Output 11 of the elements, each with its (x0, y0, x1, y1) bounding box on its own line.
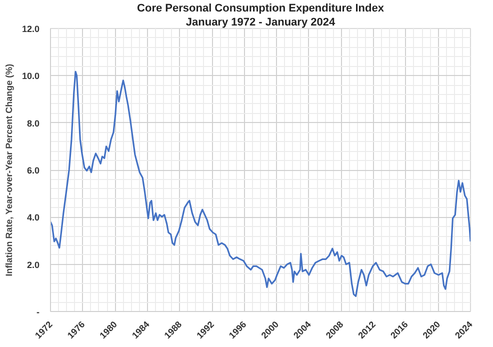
chart-subtitle: January 1972 - January 2024 (186, 16, 336, 28)
y-tick-label: 2.0 (26, 260, 40, 270)
y-tick-label: 12.0 (22, 24, 40, 34)
chart-title: Core Personal Consumption Expenditure Index (137, 2, 385, 14)
y-tick-label: 6.0 (26, 166, 40, 176)
y-axis-title: Inflation Rate, Year-over-Year Percent Change (%) (4, 64, 14, 276)
line-series (50, 70, 470, 297)
y-tick-label: 4.0 (26, 212, 40, 223)
y-tick-label: - (36, 307, 40, 317)
y-tick-label: 8.0 (26, 118, 40, 128)
y-tick-label: 10.0 (22, 71, 40, 82)
